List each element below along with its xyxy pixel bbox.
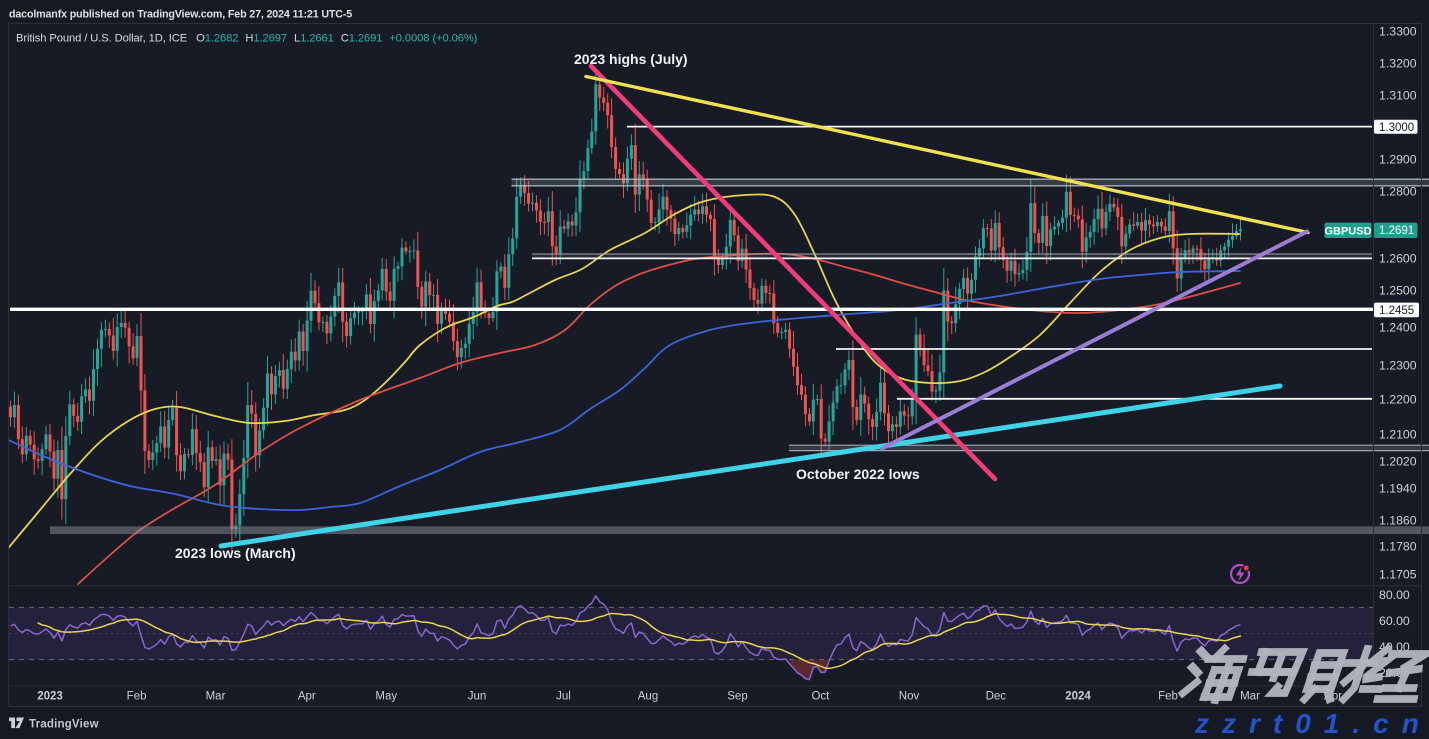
svg-text:1.3000: 1.3000 <box>1379 122 1414 134</box>
svg-text:Apr: Apr <box>298 691 316 703</box>
svg-text:Aug: Aug <box>638 691 658 703</box>
svg-text:1.1705: 1.1705 <box>1379 568 1417 582</box>
svg-text:1.2100: 1.2100 <box>1379 428 1417 442</box>
svg-text:dacolmanfx published on Tradin: dacolmanfx published on TradingView.com,… <box>9 9 352 21</box>
svg-text:Feb: Feb <box>1158 691 1178 703</box>
svg-text:October 2022 lows: October 2022 lows <box>796 466 920 482</box>
svg-text:1.3100: 1.3100 <box>1379 89 1417 103</box>
svg-text:Dec: Dec <box>986 691 1007 703</box>
svg-text:Sep: Sep <box>727 691 747 703</box>
svg-text:TradingView: TradingView <box>29 719 99 731</box>
svg-text:2024: 2024 <box>1065 691 1091 703</box>
svg-text:May: May <box>375 691 397 703</box>
svg-text:Jul: Jul <box>556 691 571 703</box>
svg-text:British Pound / U.S. Dollar, 1: British Pound / U.S. Dollar, 1D, ICE O1.2… <box>16 33 478 45</box>
svg-text:1.2200: 1.2200 <box>1379 393 1417 407</box>
svg-text:1.2455: 1.2455 <box>1379 305 1414 317</box>
svg-text:1.1940: 1.1940 <box>1379 482 1417 496</box>
svg-text:zzrt01.cn: zzrt01.cn <box>1194 708 1429 739</box>
svg-text:2023: 2023 <box>37 691 63 703</box>
svg-text:1.3300: 1.3300 <box>1379 25 1417 39</box>
svg-text:2023 lows (March): 2023 lows (March) <box>175 545 296 561</box>
svg-text:1.2500: 1.2500 <box>1379 284 1417 298</box>
svg-text:80.00: 80.00 <box>1379 588 1410 602</box>
svg-text:1.2020: 1.2020 <box>1379 455 1417 469</box>
svg-text:1.2400: 1.2400 <box>1379 321 1417 335</box>
svg-text:Oct: Oct <box>811 691 830 703</box>
svg-text:1.2600: 1.2600 <box>1379 252 1417 266</box>
svg-text:GBPUSD: GBPUSD <box>1324 225 1371 237</box>
svg-text:Jun: Jun <box>468 691 487 703</box>
svg-text:Mar: Mar <box>1240 691 1260 703</box>
svg-text:Mar: Mar <box>206 691 226 703</box>
svg-text:2023 highs (July): 2023 highs (July) <box>574 51 688 67</box>
svg-text:1.1780: 1.1780 <box>1379 540 1417 554</box>
svg-text:Nov: Nov <box>899 691 920 703</box>
svg-text:60.00: 60.00 <box>1379 614 1410 628</box>
svg-text:1.2900: 1.2900 <box>1379 153 1417 167</box>
svg-text:1.2691: 1.2691 <box>1379 225 1414 237</box>
svg-text:Feb: Feb <box>127 691 147 703</box>
svg-text:1.2300: 1.2300 <box>1379 359 1417 373</box>
svg-text:1.2800: 1.2800 <box>1379 185 1417 199</box>
svg-text:1.3200: 1.3200 <box>1379 57 1417 71</box>
svg-text:1.1860: 1.1860 <box>1379 514 1417 528</box>
